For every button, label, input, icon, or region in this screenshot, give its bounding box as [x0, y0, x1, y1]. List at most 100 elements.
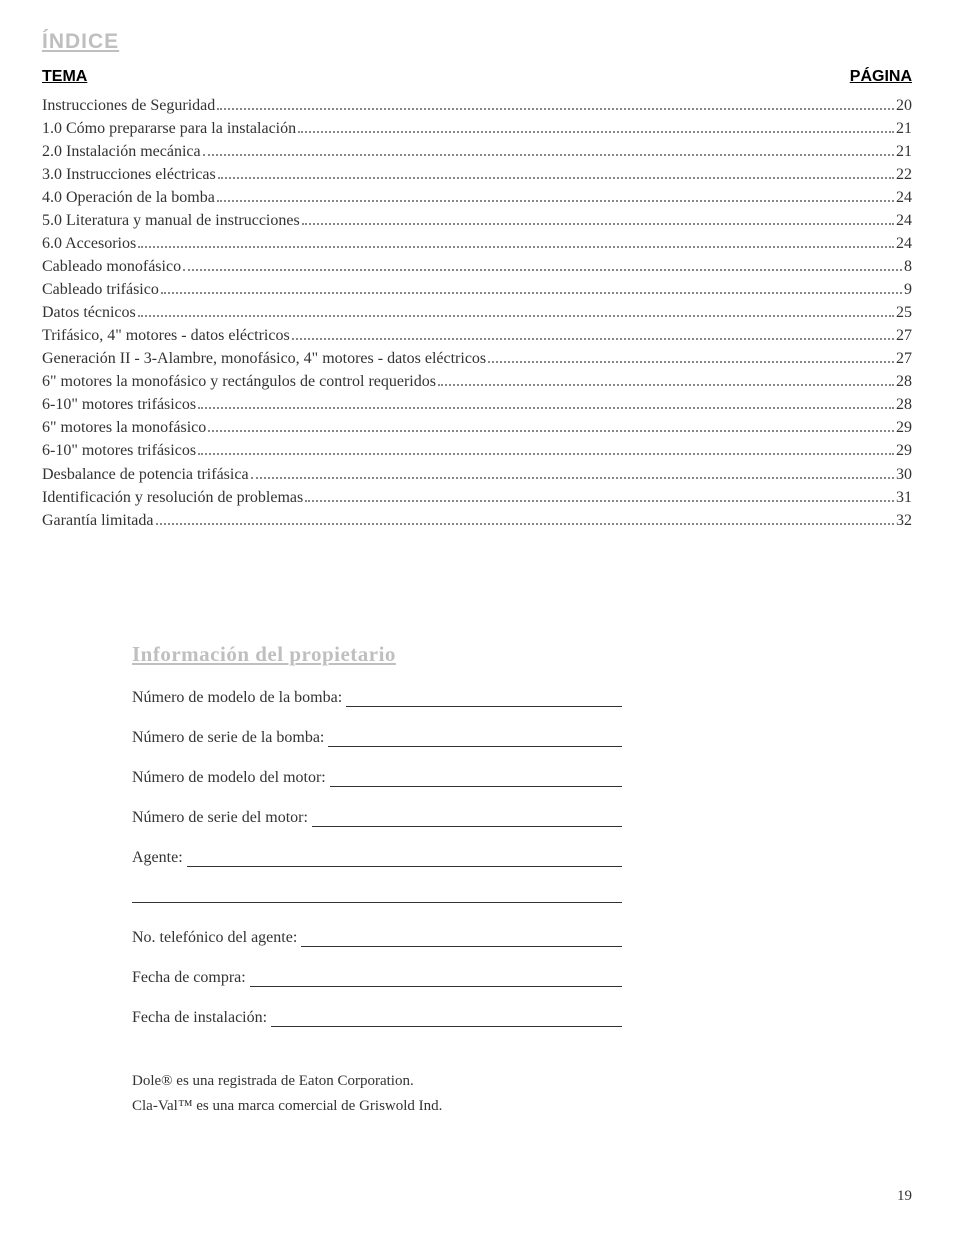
owner-field-agent-phone: No. telefónico del agente: [132, 929, 622, 947]
toc-label: Identificación y resolución de problemas [42, 486, 303, 509]
toc-page: 31 [896, 486, 912, 509]
toc-label: Instrucciones de Seguridad [42, 94, 215, 117]
toc-label: Cableado monofásico [42, 255, 181, 278]
toc-label: Datos técnicos [42, 301, 136, 324]
toc-row: 5.0 Literatura y manual de instrucciones… [42, 209, 912, 232]
owner-label: Fecha de instalación: [132, 1009, 271, 1027]
toc-row: Garantía limitada 32 [42, 509, 912, 532]
toc-row: Generación II - 3-Alambre, monofásico, 4… [42, 347, 912, 370]
toc-header-topic: TEMA [42, 68, 87, 86]
toc-page: 25 [896, 301, 912, 324]
toc-label: 4.0 Operación de la bomba [42, 186, 215, 209]
toc-leader-dots [203, 154, 894, 156]
page-number: 19 [897, 1188, 912, 1205]
fill-line [187, 866, 622, 867]
toc-page: 27 [896, 347, 912, 370]
toc-label: 3.0 Instrucciones eléctricas [42, 163, 216, 186]
toc-row: 6-10" motores trifásicos28 [42, 393, 912, 416]
toc-page: 8 [904, 255, 912, 278]
toc-row: Instrucciones de Seguridad 20 [42, 94, 912, 117]
toc-page: 27 [896, 324, 912, 347]
owner-label: Número de serie de la bomba: [132, 729, 328, 747]
toc-page: 30 [896, 463, 912, 486]
toc-row: 4.0 Operación de la bomba 24 [42, 186, 912, 209]
owner-label: No. telefónico del agente: [132, 929, 301, 947]
toc-row: Datos técnicos 25 [42, 301, 912, 324]
fill-line [301, 946, 622, 947]
toc-row: 2.0 Instalación mecánica21 [42, 140, 912, 163]
toc-row: 6" motores la monofásico y rectángulos d… [42, 370, 912, 393]
owner-label: Número de modelo del motor: [132, 769, 330, 787]
fill-line [330, 786, 622, 787]
toc-page: 9 [904, 278, 912, 301]
owner-label: Fecha de compra: [132, 969, 250, 987]
owner-field-motor-serial: Número de serie del motor: [132, 809, 622, 827]
toc-leader-dots [302, 223, 894, 225]
toc-page: 24 [896, 209, 912, 232]
index-title: ÍNDICE [42, 30, 912, 54]
toc-leader-dots [183, 269, 902, 271]
toc-list: Instrucciones de Seguridad 201.0 Cómo pre… [42, 94, 912, 532]
toc-page: 29 [896, 416, 912, 439]
toc-row: 6" motores la monofásico 29 [42, 416, 912, 439]
toc-label: 6" motores la monofásico [42, 416, 206, 439]
toc-leader-dots [161, 292, 902, 294]
fill-line [346, 706, 622, 707]
toc-label: Desbalance de potencia trifásica [42, 463, 249, 486]
trademark-line: Dole® es una registrada de Eaton Corpora… [132, 1069, 622, 1095]
toc-page: 21 [896, 140, 912, 163]
toc-header: TEMA PÁGINA [42, 68, 912, 86]
toc-label: Garantía limitada [42, 509, 154, 532]
toc-page: 28 [896, 370, 912, 393]
owner-info-section: Información del propietario Número de mo… [132, 642, 622, 1120]
fill-line [312, 826, 622, 827]
toc-label: Generación II - 3-Alambre, monofásico, 4… [42, 347, 486, 370]
toc-page: 24 [896, 186, 912, 209]
toc-page: 20 [896, 94, 912, 117]
fill-line [250, 986, 622, 987]
owner-label: Número de modelo de la bomba: [132, 689, 346, 707]
toc-row: Cableado trifásico 9 [42, 278, 912, 301]
toc-leader-dots [298, 131, 894, 133]
toc-row: 6-10" motores trifásicos 29 [42, 439, 912, 462]
toc-leader-dots [198, 407, 894, 409]
toc-leader-dots [156, 523, 894, 525]
toc-leader-dots [138, 315, 894, 317]
toc-page: 29 [896, 439, 912, 462]
toc-row: 1.0 Cómo prepararse para la instalación2… [42, 117, 912, 140]
toc-page: 28 [896, 393, 912, 416]
fill-line [271, 1026, 622, 1027]
owner-info-title: Información del propietario [132, 642, 622, 667]
toc-page: 21 [896, 117, 912, 140]
trademark-line: Cla-Val™ es una marca comercial de Grisw… [132, 1094, 622, 1120]
toc-leader-dots [218, 177, 894, 179]
trademark-notices: Dole® es una registrada de Eaton Corpora… [132, 1069, 622, 1120]
owner-field-motor-model: Número de modelo del motor: [132, 769, 622, 787]
toc-leader-dots [217, 200, 894, 202]
toc-label: Cableado trifásico [42, 278, 159, 301]
toc-leader-dots [292, 338, 894, 340]
toc-row: 3.0 Instrucciones eléctricas 22 [42, 163, 912, 186]
toc-label: 6.0 Accesorios [42, 232, 136, 255]
toc-leader-dots [438, 384, 894, 386]
toc-row: 6.0 Accesorios 24 [42, 232, 912, 255]
toc-header-page: PÁGINA [850, 68, 912, 86]
toc-leader-dots [305, 500, 894, 502]
toc-leader-dots [488, 361, 894, 363]
toc-row: Identificación y resolución de problemas… [42, 486, 912, 509]
toc-leader-dots [208, 430, 894, 432]
owner-label: Agente: [132, 849, 187, 867]
toc-page: 32 [896, 509, 912, 532]
owner-field-install-date: Fecha de instalación: [132, 1009, 622, 1027]
owner-field-pump-serial: Número de serie de la bomba: [132, 729, 622, 747]
toc-leader-dots [251, 477, 894, 479]
toc-label: Trifásico, 4" motores - datos eléctricos [42, 324, 290, 347]
owner-label: Número de serie del motor: [132, 809, 312, 827]
toc-page: 22 [896, 163, 912, 186]
toc-row: Trifásico, 4" motores - datos eléctricos… [42, 324, 912, 347]
toc-page: 24 [896, 232, 912, 255]
toc-label: 6-10" motores trifásicos [42, 439, 196, 462]
toc-row: Cableado monofásico 8 [42, 255, 912, 278]
owner-field-pump-model: Número de modelo de la bomba: [132, 689, 622, 707]
toc-leader-dots [217, 108, 894, 110]
